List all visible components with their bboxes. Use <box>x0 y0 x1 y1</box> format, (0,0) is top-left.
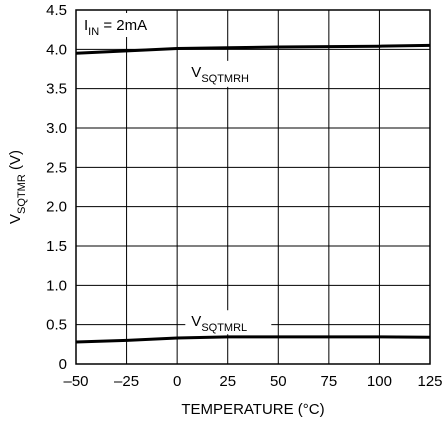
x-tick-label: 25 <box>219 373 236 390</box>
series-label-low: VSQTMRL <box>191 313 247 334</box>
y-tick-label: 0.5 <box>46 317 67 334</box>
series-label-bg-low <box>185 310 272 335</box>
series-label-bg-high <box>187 60 266 87</box>
y-tick-label: 2.5 <box>46 159 67 176</box>
y-tick-label: 3.5 <box>46 81 67 98</box>
x-axis-title: TEMPERATURE (°C) <box>181 401 324 418</box>
x-tick-label: –25 <box>114 373 139 390</box>
x-tick-label: 125 <box>417 373 442 390</box>
x-tick-label: 75 <box>321 373 338 390</box>
series-line-0 <box>75 43 431 55</box>
y-tick-label: 3.0 <box>46 120 67 137</box>
y-tick-label: 1.5 <box>46 238 67 255</box>
plot-frame <box>75 9 431 365</box>
x-tick-label: 0 <box>173 373 181 390</box>
y-tick-labels: 0 0.5 1.0 1.5 2.0 2.5 3.0 3.5 4.0 4.5 <box>46 2 67 373</box>
y-tick-label: 1.0 <box>46 277 67 294</box>
annotation-label: IIN = 2mA <box>84 17 147 38</box>
annotation-bg <box>78 13 168 37</box>
y-tick-label: 4.0 <box>46 41 67 58</box>
x-tick-label: –50 <box>63 373 88 390</box>
x-tick-label: 50 <box>270 373 287 390</box>
series-layer <box>75 43 431 344</box>
grid <box>76 10 430 364</box>
x-tick-labels: –50 –25 0 25 50 75 100 125 <box>63 373 442 390</box>
y-tick-label: 0 <box>59 356 67 373</box>
y-axis-title: VSQTMR (V) <box>7 150 28 224</box>
y-tick-label: 4.5 <box>46 2 67 19</box>
series-label-high: VSQTMRH <box>191 64 249 85</box>
series-line-1 <box>75 335 431 344</box>
y-tick-label: 2.0 <box>46 199 67 216</box>
x-tick-label: 100 <box>367 373 392 390</box>
